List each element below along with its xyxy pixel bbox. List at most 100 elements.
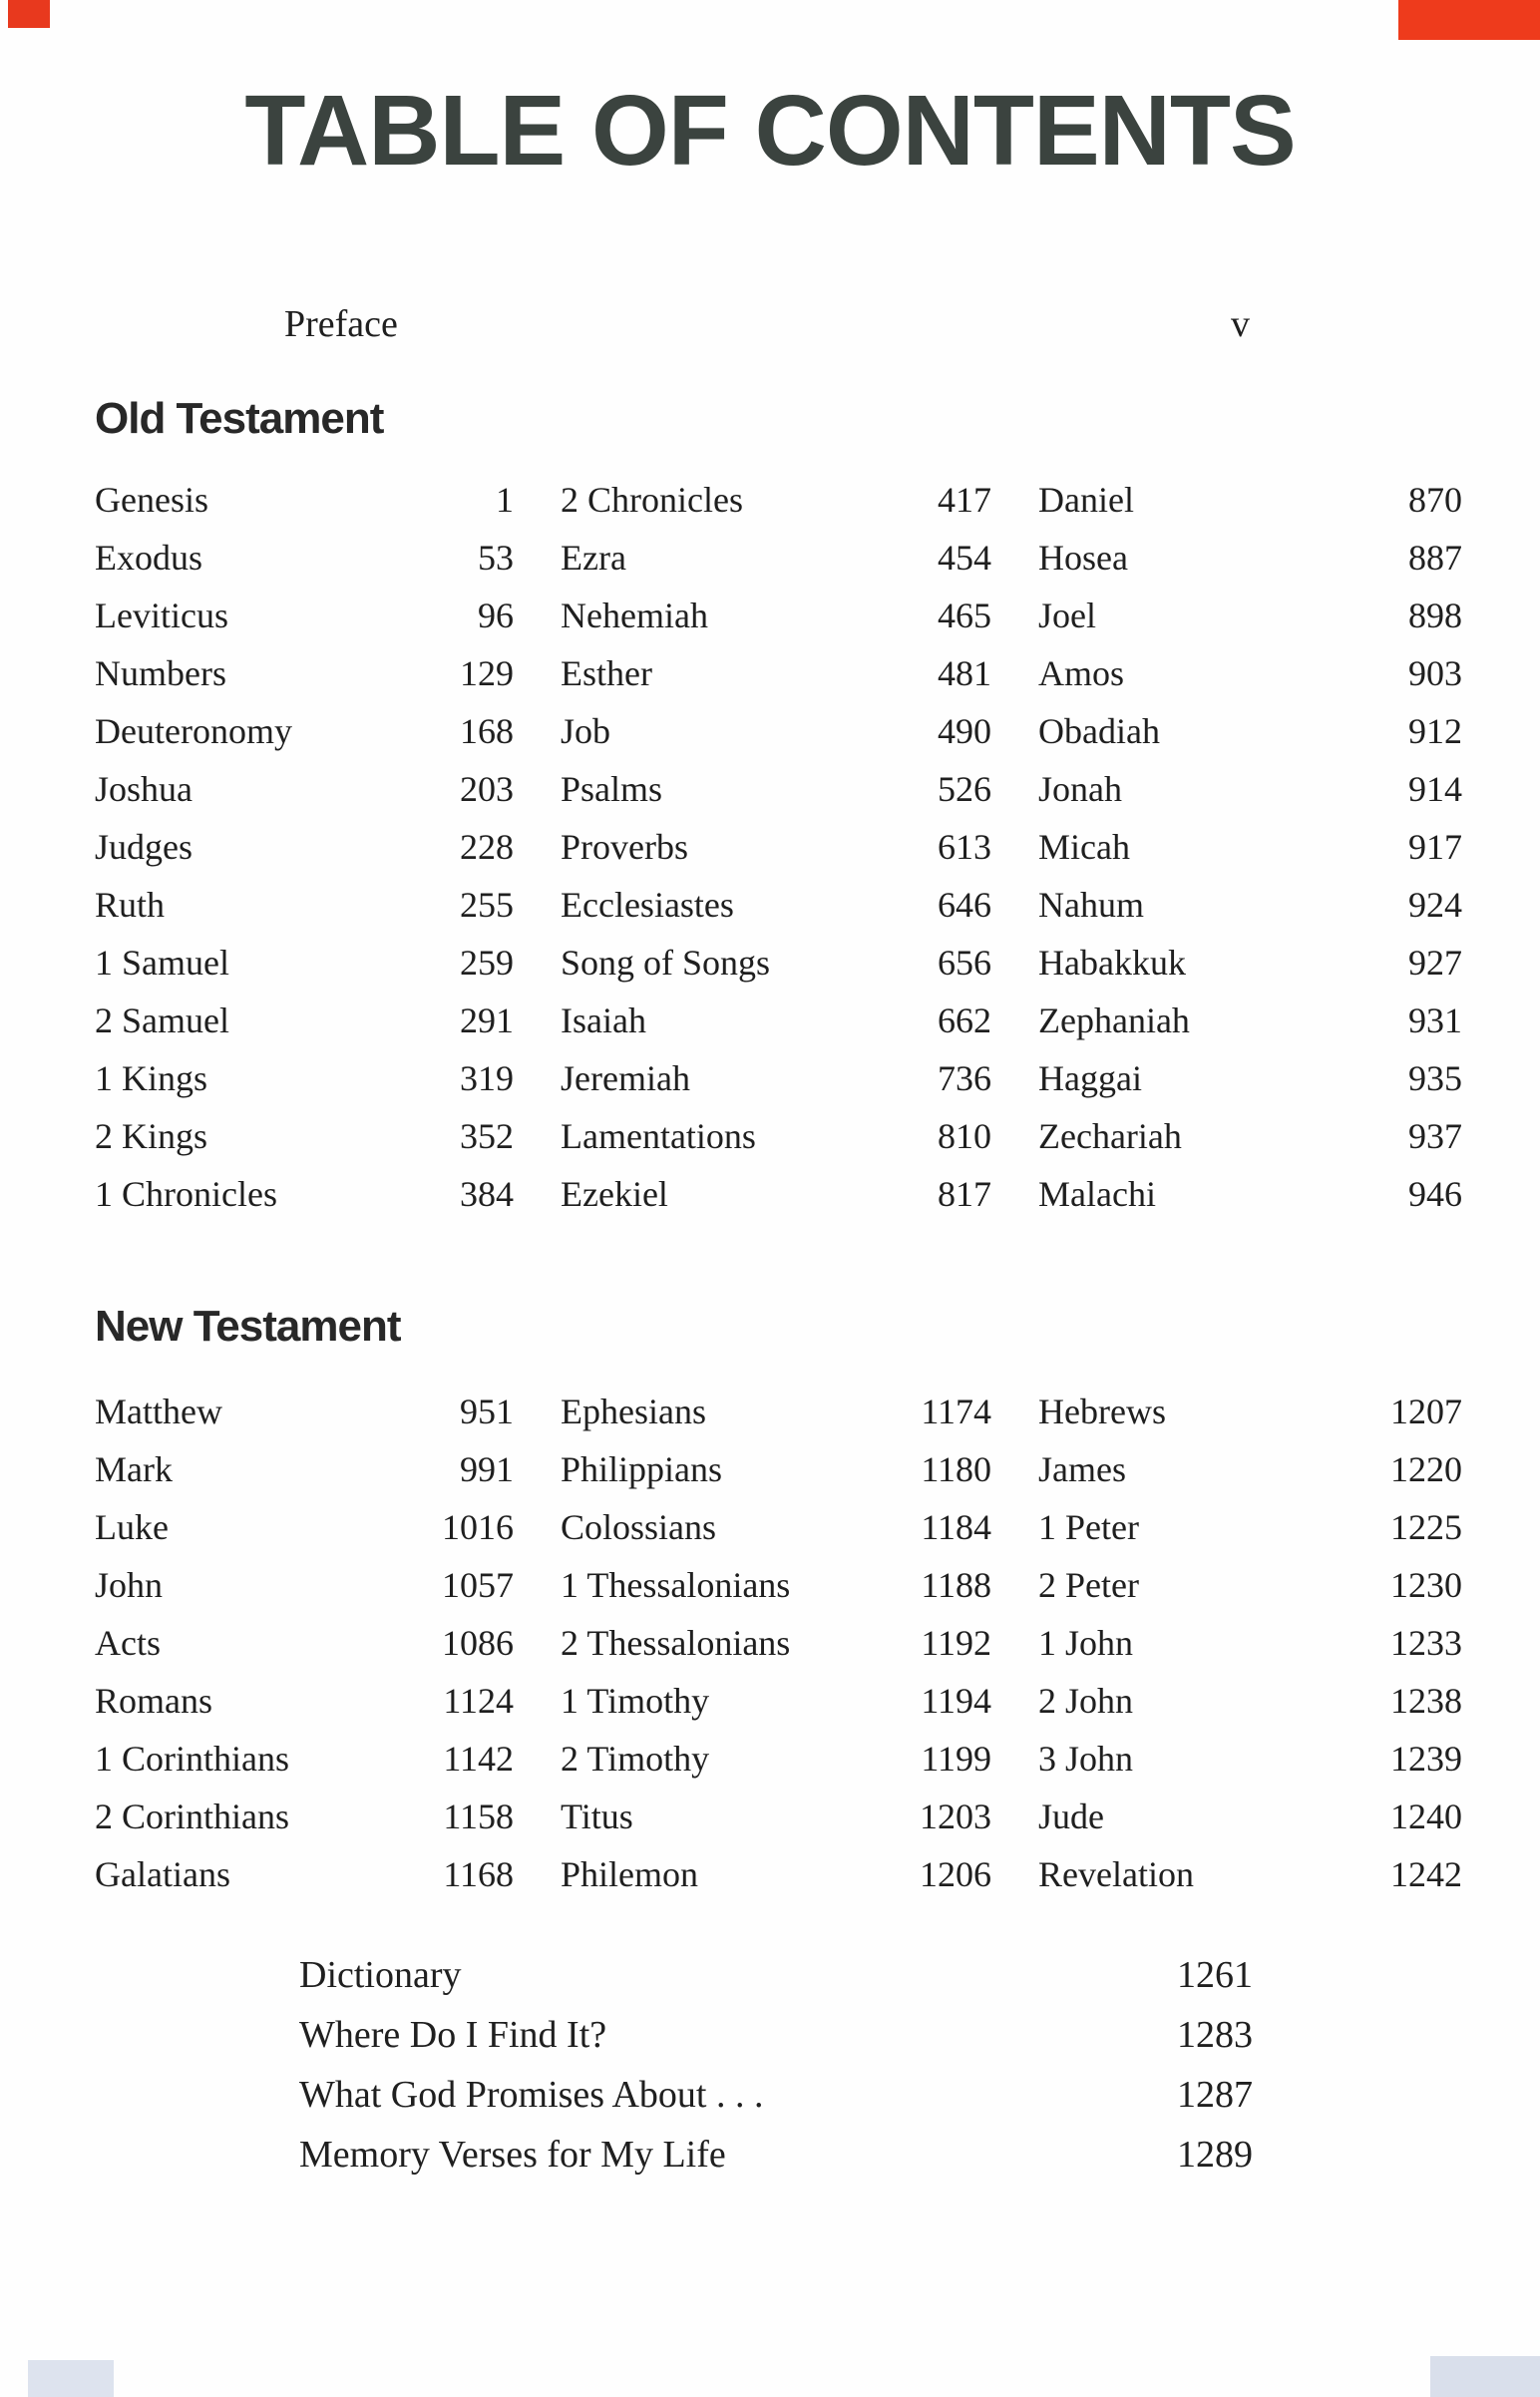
book-name: Habakkuk (1038, 943, 1186, 983)
book-name: 2 Chronicles (561, 480, 743, 520)
page-number: 1206 (920, 1854, 991, 1894)
toc-entry: 1 Peter 1225 (1038, 1498, 1462, 1556)
book-name: Job (561, 711, 611, 751)
toc-entry: Isaiah 662 (561, 992, 991, 1049)
book-name: Hosea (1038, 538, 1128, 578)
book-name: 1 Thessalonians (561, 1565, 791, 1605)
book-name: 2 Corinthians (95, 1797, 289, 1836)
page-number: 259 (460, 943, 514, 983)
toc-column: Ephesians 1174 Philippians 1180 Colossia… (561, 1383, 991, 1903)
page-number: 1238 (1390, 1681, 1462, 1721)
toc-entry: Judges 228 (95, 818, 514, 876)
book-name: 2 Thessalonians (561, 1623, 791, 1663)
toc-entry: Memory Verses for My Life 1289 (299, 2125, 1253, 2185)
toc-entry: Philippians 1180 (561, 1440, 991, 1498)
toc-entry: Hosea 887 (1038, 529, 1462, 587)
toc-entry: 1 John 1233 (1038, 1614, 1462, 1672)
page-number: 931 (1408, 1000, 1462, 1040)
book-name: Joshua (95, 769, 192, 809)
page-number: 384 (460, 1174, 514, 1214)
book-name: Joel (1038, 596, 1096, 635)
book-name: Micah (1038, 827, 1130, 867)
book-name: Proverbs (561, 827, 688, 867)
book-name: Hebrews (1038, 1392, 1166, 1431)
book-name: 2 Samuel (95, 1000, 229, 1040)
book-name: Ecclesiastes (561, 885, 734, 925)
book-name: Ruth (95, 885, 166, 925)
book-name: Esther (561, 653, 652, 693)
toc-entry: John 1057 (95, 1556, 514, 1614)
book-name: Haggai (1038, 1058, 1142, 1098)
toc-entry: 2 Samuel 291 (95, 992, 514, 1049)
toc-entry: 2 Corinthians 1158 (95, 1788, 514, 1845)
page-number: 481 (938, 653, 991, 693)
toc-entry: Zechariah 937 (1038, 1107, 1462, 1165)
book-name: Where Do I Find It? (299, 2014, 607, 2056)
toc-entry: Mark 991 (95, 1440, 514, 1498)
book-name: 2 Timothy (561, 1739, 710, 1779)
book-name: Acts (95, 1623, 161, 1663)
page-number: 927 (1408, 943, 1462, 983)
page-number: 1180 (921, 1449, 991, 1489)
book-name: Mark (95, 1449, 173, 1489)
toc-entry: Ezekiel 817 (561, 1165, 991, 1223)
book-name: James (1038, 1449, 1126, 1489)
page-number: 898 (1408, 596, 1462, 635)
page-number: 526 (938, 769, 991, 809)
toc-entry: Dictionary 1261 (299, 1945, 1253, 2005)
page-number: 1168 (443, 1854, 514, 1894)
book-name: Genesis (95, 480, 208, 520)
toc-column: Daniel 870 Hosea 887 Joel 898 Amos 903 O… (1038, 471, 1462, 1223)
page-number: 1086 (442, 1623, 514, 1663)
toc-entry: Ecclesiastes 646 (561, 876, 991, 934)
toc-entry: Jude 1240 (1038, 1788, 1462, 1845)
book-name: Psalms (561, 769, 663, 809)
page-number: 887 (1408, 538, 1462, 578)
toc-column: Matthew 951 Mark 991 Luke 1016 John 1057… (95, 1383, 514, 1903)
page-number: 1016 (442, 1507, 514, 1547)
page-number: 646 (938, 885, 991, 925)
page-number: 656 (938, 943, 991, 983)
preface-label: Preface (284, 303, 398, 345)
toc-entry: Job 490 (561, 702, 991, 760)
book-name: Luke (95, 1507, 169, 1547)
book-name: 2 Peter (1038, 1565, 1139, 1605)
toc-entry: Ephesians 1174 (561, 1383, 991, 1440)
page-number: 1207 (1390, 1392, 1462, 1431)
toc-entry: Acts 1086 (95, 1614, 514, 1672)
book-name: Zechariah (1038, 1116, 1182, 1156)
page-number: 1188 (921, 1565, 991, 1605)
page-number: 319 (460, 1058, 514, 1098)
scan-mark-bottom-right (1430, 2356, 1540, 2397)
page-number: 417 (938, 480, 991, 520)
page-number: 912 (1408, 711, 1462, 751)
book-name: 2 John (1038, 1681, 1134, 1721)
toc-entry: Ruth 255 (95, 876, 514, 934)
toc-entry: Exodus 53 (95, 529, 514, 587)
toc-entry: Song of Songs 656 (561, 934, 991, 992)
book-name: Isaiah (561, 1000, 646, 1040)
toc-entry: Where Do I Find It? 1283 (299, 2005, 1253, 2065)
toc-entry: 1 Timothy 1194 (561, 1672, 991, 1730)
page-number: 1057 (442, 1565, 514, 1605)
page-number: 352 (460, 1116, 514, 1156)
page-number: 454 (938, 538, 991, 578)
toc-entry: Genesis 1 (95, 471, 514, 529)
toc-entry: Esther 481 (561, 644, 991, 702)
toc-column: 2 Chronicles 417 Ezra 454 Nehemiah 465 E… (561, 471, 991, 1223)
page-number: 1203 (920, 1797, 991, 1836)
page-number: 228 (460, 827, 514, 867)
toc-entry: Malachi 946 (1038, 1165, 1462, 1223)
toc-entry: 1 Chronicles 384 (95, 1165, 514, 1223)
toc-entry: Zephaniah 931 (1038, 992, 1462, 1049)
book-name: Jude (1038, 1797, 1104, 1836)
book-name: 1 Timothy (561, 1681, 710, 1721)
book-name: Philemon (561, 1854, 699, 1894)
book-name: Nahum (1038, 885, 1144, 925)
book-name: Leviticus (95, 596, 228, 635)
book-name: Matthew (95, 1392, 222, 1431)
toc-entry: 2 Thessalonians 1192 (561, 1614, 991, 1672)
scan-mark-bottom-left (28, 2360, 114, 2397)
book-name: Exodus (95, 538, 202, 578)
page-number: 465 (938, 596, 991, 635)
